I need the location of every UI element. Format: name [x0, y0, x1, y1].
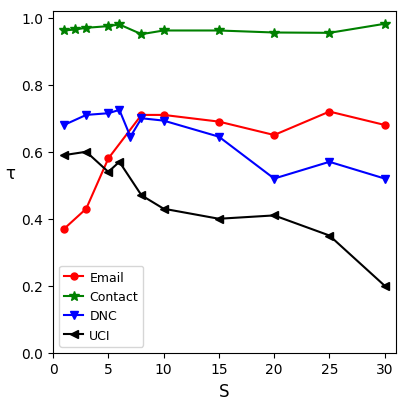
Line: Contact: Contact [59, 20, 390, 40]
DNC [161, 119, 166, 124]
DNC [382, 177, 387, 182]
DNC [62, 123, 67, 128]
Contact [382, 22, 387, 27]
UCI [382, 284, 387, 288]
Email [216, 120, 221, 125]
Contact [84, 26, 89, 31]
Line: Email: Email [61, 109, 388, 233]
Email [272, 133, 277, 138]
UCI [139, 193, 144, 198]
DNC [327, 160, 332, 165]
Email [106, 157, 111, 162]
DNC [272, 177, 277, 182]
UCI [272, 213, 277, 218]
DNC [117, 108, 122, 113]
UCI [117, 160, 122, 165]
X-axis label: S: S [219, 382, 230, 400]
DNC [216, 135, 221, 140]
Contact [73, 28, 78, 33]
UCI [62, 153, 67, 158]
Contact [62, 29, 67, 34]
Y-axis label: τ: τ [5, 164, 15, 182]
UCI [106, 170, 111, 175]
Email [161, 113, 166, 118]
Legend: Email, Contact, DNC, UCI: Email, Contact, DNC, UCI [59, 266, 143, 346]
Email [62, 227, 67, 232]
Line: UCI: UCI [60, 148, 389, 290]
DNC [128, 135, 133, 140]
Email [327, 110, 332, 115]
Email [84, 207, 89, 212]
DNC [139, 117, 144, 122]
Contact [139, 33, 144, 38]
Line: DNC: DNC [60, 106, 389, 183]
UCI [161, 207, 166, 212]
UCI [84, 150, 89, 155]
Contact [272, 31, 277, 36]
Contact [327, 31, 332, 36]
Email [382, 123, 387, 128]
UCI [216, 217, 221, 222]
Email [139, 113, 144, 118]
Contact [106, 25, 111, 30]
Contact [117, 23, 122, 28]
DNC [106, 111, 111, 116]
UCI [327, 233, 332, 238]
DNC [84, 113, 89, 118]
Contact [161, 29, 166, 34]
Contact [216, 29, 221, 34]
